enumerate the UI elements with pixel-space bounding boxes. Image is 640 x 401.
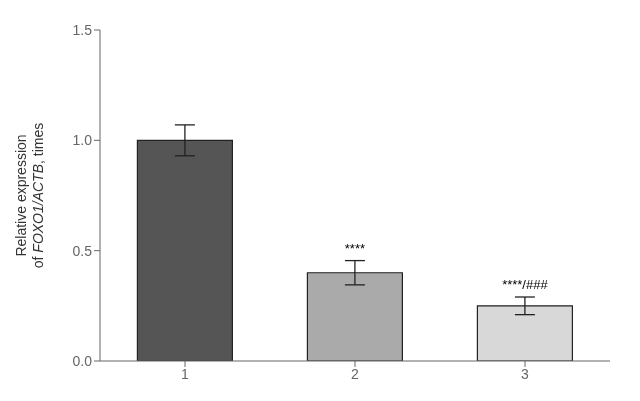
svg-text:of FOXO1/ACTB, times: of FOXO1/ACTB, times bbox=[30, 123, 46, 269]
svg-text:****/###: ****/### bbox=[502, 277, 548, 292]
svg-text:3: 3 bbox=[521, 366, 529, 382]
svg-text:1: 1 bbox=[181, 366, 189, 382]
svg-text:2: 2 bbox=[351, 366, 359, 382]
svg-text:****: **** bbox=[345, 241, 365, 256]
svg-text:0.0: 0.0 bbox=[73, 353, 93, 369]
svg-text:Relative expression: Relative expression bbox=[13, 134, 29, 256]
svg-text:1.5: 1.5 bbox=[73, 22, 93, 38]
svg-text:0.5: 0.5 bbox=[73, 243, 93, 259]
svg-text:1.0: 1.0 bbox=[73, 132, 93, 148]
